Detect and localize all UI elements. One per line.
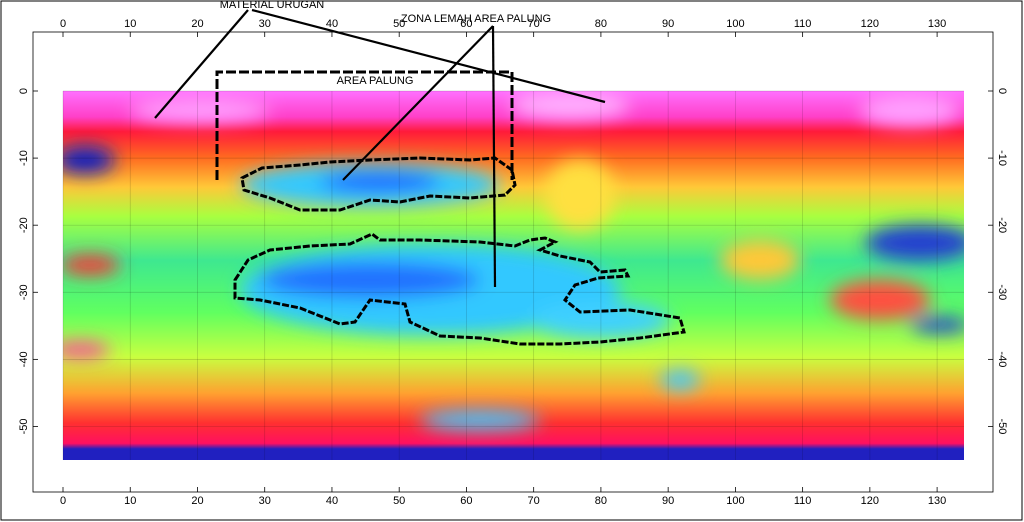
y-tick-label: -10: [18, 150, 30, 166]
x-tick-label: 90: [662, 18, 674, 30]
x-tick-label: 80: [595, 18, 607, 30]
x-tick-label: 100: [726, 18, 744, 30]
x-tick-label: 60: [460, 18, 472, 30]
x-tick-label: 10: [124, 18, 136, 30]
x-tick-label: 40: [326, 495, 338, 507]
weak-zone-outlines: [233, 156, 686, 346]
x-tick-label: 60: [460, 495, 472, 507]
y-tick-label: 0: [18, 88, 30, 94]
x-tick-label: 70: [528, 495, 540, 507]
x-tick-label: 0: [60, 18, 66, 30]
x-tick-label: 130: [928, 495, 946, 507]
x-tick-label: 70: [528, 18, 540, 30]
x-tick-label: 80: [595, 495, 607, 507]
y-tick-label: -30: [18, 284, 30, 300]
x-tick-label: 120: [861, 18, 879, 30]
x-tick-label: 130: [928, 18, 946, 30]
annotation: ZONA LEMAH AREA PALUNG: [401, 13, 551, 25]
x-tick-label: 110: [794, 18, 812, 30]
x-tick-label: 110: [794, 495, 812, 507]
axes-frame: [32, 31, 994, 493]
x-tick-label: 40: [326, 18, 338, 30]
x-tick-label: 0: [60, 495, 66, 507]
y-tick-label: -20: [996, 217, 1008, 233]
y-tick-label: -30: [996, 284, 1008, 300]
x-tick-label: 50: [393, 18, 405, 30]
x-tick-label: 120: [861, 495, 879, 507]
annotation-graphics: [154, 8, 606, 288]
x-tick-label: 20: [191, 495, 203, 507]
x-tick-label: 90: [662, 495, 674, 507]
x-tick-label: 30: [259, 495, 271, 507]
y-tick-label: -10: [996, 150, 1008, 166]
annotation: MATERIAL URUGAN: [220, 0, 325, 11]
y-tick-label: -50: [18, 419, 30, 435]
y-tick-label: -40: [18, 351, 30, 367]
y-tick-label: -20: [18, 217, 30, 233]
y-tick-label: -40: [996, 351, 1008, 367]
x-tick-label: 30: [259, 18, 271, 30]
annotation: AREA PALUNG: [337, 75, 414, 87]
x-tick-label: 100: [726, 495, 744, 507]
x-tick-label: 20: [191, 18, 203, 30]
y-tick-label: 0: [996, 88, 1008, 94]
y-tick-label: -50: [996, 419, 1008, 435]
x-tick-label: 50: [393, 495, 405, 507]
x-tick-label: 10: [124, 495, 136, 507]
grid: [62, 90, 964, 460]
